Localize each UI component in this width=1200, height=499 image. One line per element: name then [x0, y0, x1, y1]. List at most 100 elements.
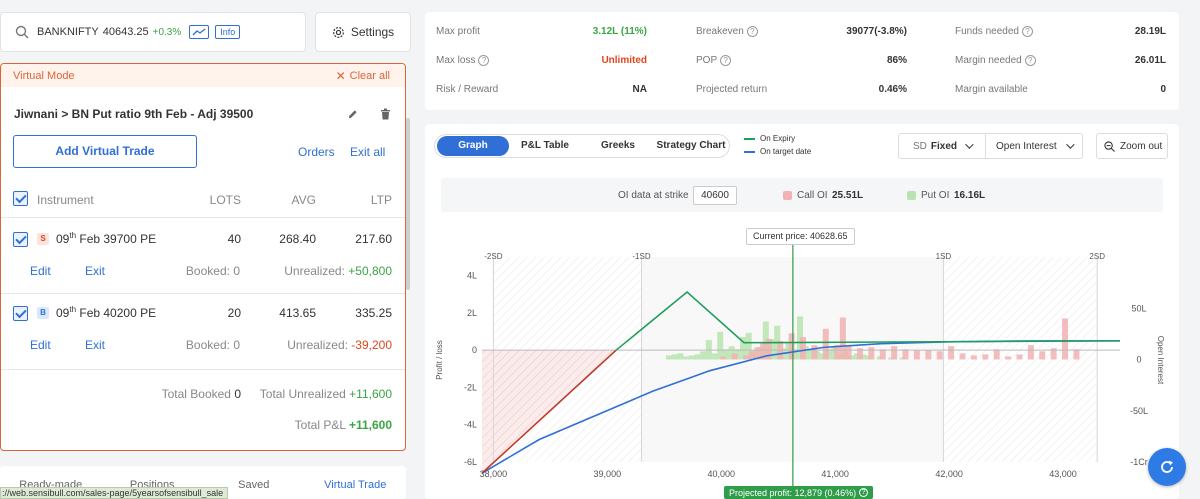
- add-virtual-trade-button[interactable]: Add Virtual Trade: [13, 135, 197, 168]
- panel-scrollbar[interactable]: [406, 118, 410, 290]
- tab-pnl-table[interactable]: P&L Table: [521, 140, 569, 151]
- help-icon: ?: [859, 488, 869, 497]
- symbol-price: 40643.25: [102, 26, 149, 38]
- oi-strike-bar: [441, 178, 1163, 212]
- virtual-mode-bar: Virtual Mode ✕ Clear all: [1, 64, 405, 87]
- put-oi-bar: [694, 354, 701, 360]
- position-lots: 40: [227, 232, 241, 246]
- sell-badge: S: [37, 233, 49, 245]
- strategy-name: Jiwnani > BN Put ratio 9th Feb - Adj 395…: [14, 107, 254, 121]
- position-row: S 09th Feb 39700 PE 40 268.40 217.60 Edi…: [1, 219, 405, 294]
- metrics-panel: [425, 12, 1179, 110]
- projected-profit-badge: Projected profit: 12,879 (0.46%) ?: [724, 486, 874, 499]
- put-oi-bar: [665, 355, 672, 360]
- exit-link[interactable]: Exit: [85, 264, 106, 278]
- x-tick-label: 40,000: [707, 469, 735, 479]
- call-oi-bar: [1039, 351, 1046, 360]
- help-icon[interactable]: ?: [1024, 55, 1036, 66]
- tab-strategy-chart[interactable]: Strategy Chart: [656, 140, 726, 151]
- help-icon[interactable]: ?: [478, 55, 490, 66]
- y2-tick-label: 0: [1136, 355, 1141, 365]
- sd-value: Fixed: [930, 140, 958, 152]
- edit-link[interactable]: Edit: [30, 338, 51, 352]
- call-oi-bar: [743, 355, 750, 360]
- put-oi-bar: [722, 349, 729, 360]
- metric-label: Risk / Reward: [436, 84, 499, 95]
- trend-chart-icon[interactable]: [189, 25, 210, 39]
- y-tick-label: 2L: [467, 308, 477, 318]
- sd-select[interactable]: SD Fixed: [898, 133, 986, 159]
- call-oi-bar: [1050, 348, 1057, 360]
- clear-all-label: Clear all: [349, 69, 390, 82]
- total-unrealized: Total Unrealized +11,600: [259, 387, 392, 401]
- call-oi-bar: [1073, 349, 1080, 360]
- x-tick-label: 41,000: [821, 469, 849, 479]
- x-tick-label: 42,000: [935, 469, 963, 479]
- tab-saved[interactable]: Saved: [238, 479, 270, 491]
- position-instrument: 09th Feb 39700 PE: [56, 231, 157, 246]
- oi-select[interactable]: Open Interest: [985, 133, 1083, 159]
- help-icon[interactable]: ?: [1021, 26, 1033, 37]
- y-tick-label: -6L: [464, 457, 477, 467]
- put-oi-value: 16.16L: [954, 190, 986, 201]
- tab-greeks[interactable]: Greeks: [601, 140, 635, 151]
- metric-label: Breakeven?: [696, 26, 758, 37]
- refresh-button[interactable]: [1148, 448, 1186, 486]
- close-icon: ✕: [335, 68, 346, 83]
- orders-link[interactable]: Orders: [298, 145, 335, 159]
- tab-virtual-trade[interactable]: Virtual Trade: [324, 479, 387, 491]
- legend-expiry-label: On Expiry: [760, 134, 796, 143]
- position-checkbox[interactable]: [13, 232, 28, 247]
- symbol-change: +0.3%: [152, 26, 182, 38]
- info-button[interactable]: Info: [215, 25, 241, 39]
- settings-button[interactable]: Settings: [315, 12, 411, 52]
- sd-label: -2SD: [484, 252, 502, 261]
- tab-graph[interactable]: Graph: [437, 136, 509, 156]
- call-oi-bar: [1027, 345, 1034, 360]
- metric-label: Margin available: [955, 84, 1028, 95]
- call-oi-bar: [982, 354, 989, 360]
- edit-icon[interactable]: [347, 109, 358, 120]
- position-checkbox[interactable]: [13, 306, 28, 321]
- call-oi-bar: [879, 349, 886, 360]
- zoom-out-button[interactable]: Zoom out: [1096, 133, 1168, 159]
- payoff-chart[interactable]: -2SD -1SD 1SD 2SD 4L 2L 0 -2L -4L -6L 50L 0 -50L -1Cr…: [425, 215, 1179, 499]
- legend-expiry-swatch: [744, 137, 755, 140]
- call-oi-bar: [788, 333, 795, 360]
- y2-tick-label: -50L: [1130, 406, 1148, 416]
- help-icon[interactable]: ?: [746, 26, 758, 37]
- total-booked: Total Booked 0: [161, 387, 241, 401]
- status-url: ://web.sensibull.com/sales-page/5yearsof…: [0, 487, 229, 499]
- trash-icon[interactable]: [380, 108, 391, 120]
- put-oi-bar: [762, 321, 769, 360]
- exit-all-link[interactable]: Exit all: [350, 145, 386, 159]
- call-oi-bar: [811, 345, 818, 360]
- call-oi-bar: [720, 356, 727, 360]
- legend-target-label: On target date: [760, 147, 812, 156]
- col-instrument: Instrument: [37, 193, 94, 207]
- metric-label: Funds needed?: [955, 26, 1033, 37]
- select-all-checkbox[interactable]: [13, 191, 28, 206]
- col-lots: LOTS: [209, 193, 241, 207]
- clear-all-button[interactable]: ✕ Clear all: [336, 69, 390, 83]
- put-oi-bar: [728, 346, 735, 360]
- oi-strike-label: OI data at strike: [618, 190, 689, 201]
- virtual-panel: Virtual Mode ✕ Clear all Jiwnani > BN Pu…: [0, 63, 406, 451]
- refresh-icon: [1161, 460, 1173, 473]
- search-box[interactable]: BANKNIFTY 40643.25 +0.3% Info: [0, 12, 306, 52]
- help-icon[interactable]: ?: [720, 55, 732, 66]
- put-oi-bar: [683, 356, 690, 360]
- call-oi-bar: [993, 349, 1000, 360]
- metric-value: 28.19L: [1134, 26, 1166, 37]
- metric-value: 39077(-3.8%): [846, 26, 907, 37]
- chevron-down-icon: [1065, 140, 1075, 149]
- exit-link[interactable]: Exit: [85, 338, 106, 352]
- oi-strike-input[interactable]: 40600: [693, 186, 737, 205]
- edit-link[interactable]: Edit: [30, 264, 51, 278]
- metric-value: 0.46%: [878, 84, 907, 95]
- position-instrument: 09th Feb 40200 PE: [56, 305, 157, 320]
- y-axis-title: Profit / loss: [435, 340, 444, 380]
- call-oi-bar: [891, 346, 898, 360]
- search-icon: [15, 25, 29, 39]
- metric-value: 0: [1160, 84, 1166, 95]
